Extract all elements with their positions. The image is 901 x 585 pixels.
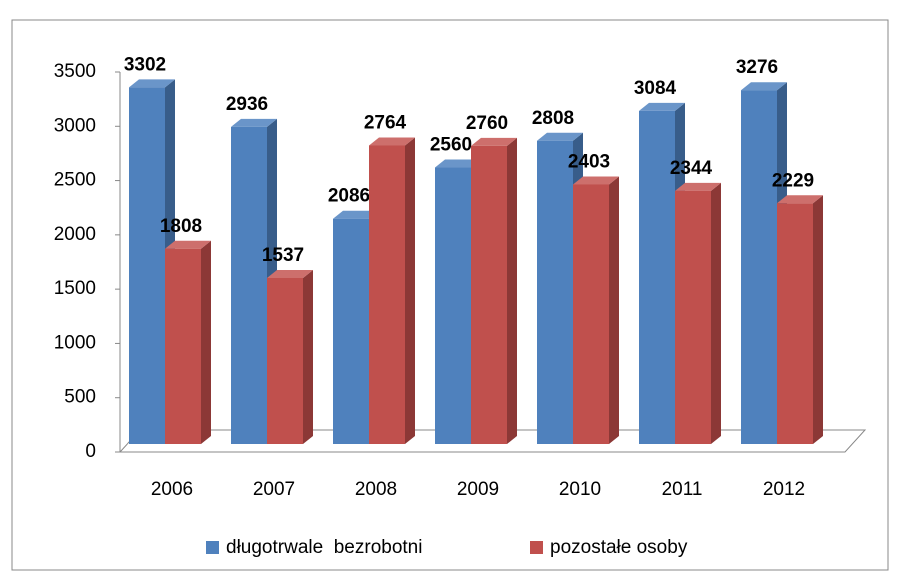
- bar: [231, 126, 267, 445]
- legend-label: pozostałe osoby: [550, 537, 688, 558]
- value-label: 2403: [568, 151, 610, 172]
- y-tick-label: 3000: [54, 115, 96, 136]
- bar-top: [573, 176, 619, 185]
- value-label: 2808: [532, 108, 574, 129]
- y-tick-label: 0: [85, 441, 96, 462]
- bar-top: [267, 270, 313, 279]
- value-label: 2086: [328, 186, 370, 207]
- bar-side: [813, 195, 823, 444]
- x-tick-label: 2009: [457, 479, 499, 500]
- y-tick-label: 2000: [54, 224, 96, 245]
- y-tick-label: 1000: [54, 332, 96, 353]
- bar-side: [507, 137, 517, 445]
- bar-top: [537, 132, 583, 141]
- x-tick-label: 2012: [763, 479, 805, 500]
- value-label: 1808: [160, 216, 202, 237]
- value-label: 2229: [772, 170, 814, 191]
- y-tick-label: 2500: [54, 170, 96, 191]
- bar-top: [471, 137, 517, 146]
- bar-top: [129, 79, 175, 88]
- bar: [333, 218, 369, 444]
- bar: [435, 167, 471, 444]
- bar: [639, 110, 675, 444]
- x-tick-label: 2006: [151, 479, 193, 500]
- bar-top: [741, 82, 787, 91]
- bar: [573, 184, 609, 444]
- bar-side: [405, 137, 415, 444]
- bar: [777, 203, 813, 444]
- legend-swatch: [530, 541, 543, 554]
- bar-top: [777, 195, 823, 204]
- value-label: 3302: [124, 54, 166, 75]
- bar: [471, 145, 507, 445]
- bar: [369, 145, 405, 444]
- value-label: 2560: [430, 135, 472, 156]
- bar-top: [333, 210, 379, 219]
- bar: [741, 90, 777, 444]
- value-label: 2936: [226, 94, 268, 115]
- bar-side: [711, 182, 721, 444]
- value-label: 3084: [634, 78, 677, 99]
- x-tick-label: 2008: [355, 479, 397, 500]
- bar-side: [201, 240, 211, 444]
- value-label: 2764: [364, 113, 407, 134]
- legend-label: długotrwale bezrobotni: [226, 537, 422, 558]
- bar-top: [369, 137, 415, 146]
- value-label: 2344: [670, 158, 713, 179]
- bar: [165, 248, 201, 444]
- bar: [537, 140, 573, 444]
- x-tick-label: 2010: [559, 479, 601, 500]
- y-tick-label: 500: [64, 387, 96, 408]
- bar: [129, 87, 165, 444]
- y-tick-label: 1500: [54, 278, 96, 299]
- bar-top: [675, 182, 721, 191]
- bar: [675, 190, 711, 444]
- bar-side: [303, 270, 313, 444]
- x-tick-label: 2007: [253, 479, 295, 500]
- value-label: 3276: [736, 57, 778, 78]
- x-tick-label: 2011: [662, 479, 703, 500]
- y-tick-label: 3500: [54, 61, 96, 82]
- bar-top: [435, 159, 481, 168]
- bar-top: [231, 118, 277, 127]
- bar-top: [165, 240, 211, 249]
- bar: [267, 278, 303, 444]
- bar-side: [609, 176, 619, 444]
- bar-top: [639, 102, 685, 111]
- legend-swatch: [206, 541, 219, 554]
- value-label: 2760: [466, 113, 508, 134]
- value-label: 1537: [262, 245, 304, 266]
